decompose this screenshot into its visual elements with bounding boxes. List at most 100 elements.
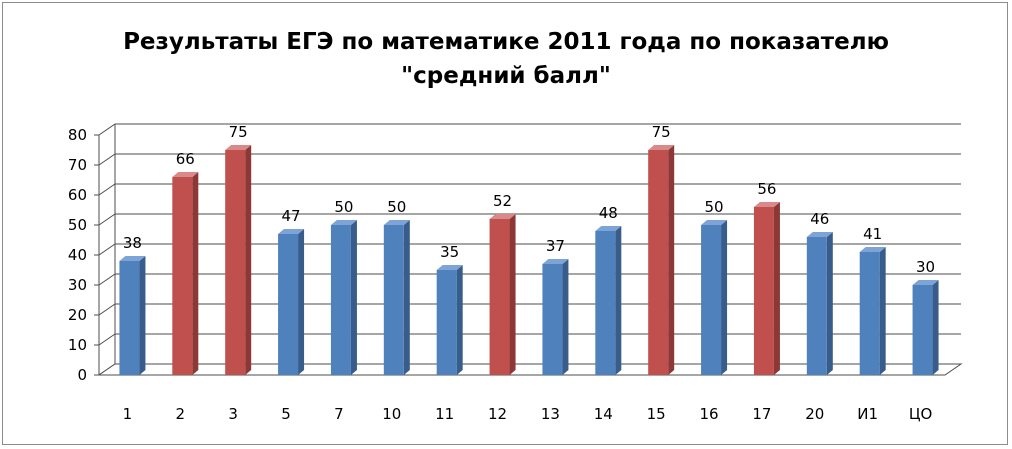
bar bbox=[753, 207, 774, 375]
gridline-side bbox=[98, 153, 116, 166]
bar bbox=[225, 150, 246, 375]
bar-side bbox=[721, 220, 728, 375]
bar-top bbox=[119, 256, 146, 261]
y-tick-label: 0 bbox=[77, 366, 87, 384]
data-label: 47 bbox=[282, 207, 301, 225]
bar bbox=[436, 270, 457, 375]
bar-side bbox=[562, 259, 569, 375]
data-label: 56 bbox=[757, 180, 776, 198]
data-label: 52 bbox=[493, 192, 512, 210]
bar-top bbox=[648, 145, 675, 150]
y-tick-label: 20 bbox=[68, 306, 87, 324]
x-tick-label: 12 bbox=[488, 405, 507, 423]
bar-top bbox=[542, 259, 569, 264]
bar-side bbox=[932, 280, 939, 375]
bar-top bbox=[172, 172, 199, 177]
chart-title: Результаты ЕГЭ по математике 2011 года п… bbox=[123, 29, 889, 89]
y-tick-label: 70 bbox=[68, 156, 87, 174]
bar bbox=[542, 264, 563, 375]
bar-top bbox=[383, 220, 410, 225]
bar-side bbox=[509, 214, 516, 375]
x-tick-label: 16 bbox=[700, 405, 719, 423]
x-tick-label: 5 bbox=[281, 405, 291, 423]
data-label: 30 bbox=[916, 258, 935, 276]
bar-side bbox=[192, 172, 199, 375]
gridline-side bbox=[98, 123, 116, 136]
gridline-side bbox=[98, 273, 116, 286]
x-tick-label: 7 bbox=[334, 405, 344, 423]
y-tick-label: 80 bbox=[68, 126, 87, 144]
bar-side bbox=[773, 202, 780, 375]
x-tick-label: 3 bbox=[228, 405, 238, 423]
data-label: 38 bbox=[123, 234, 142, 252]
bar-side bbox=[826, 232, 833, 375]
bar-side bbox=[615, 226, 622, 375]
bar bbox=[595, 231, 616, 375]
data-label: 75 bbox=[652, 123, 671, 141]
bar-top bbox=[701, 220, 728, 225]
bar-top bbox=[595, 226, 622, 231]
bar-side bbox=[403, 220, 410, 375]
data-label: 66 bbox=[176, 150, 195, 168]
bar-side bbox=[298, 229, 305, 375]
x-tick-label: 11 bbox=[435, 405, 454, 423]
bar bbox=[489, 219, 510, 375]
data-label: 35 bbox=[440, 243, 459, 261]
y-tick-label: 30 bbox=[68, 276, 87, 294]
bar-top bbox=[753, 202, 780, 207]
gridline-side bbox=[98, 333, 116, 346]
y-tick-label: 50 bbox=[68, 216, 87, 234]
data-label: 48 bbox=[599, 204, 618, 222]
x-tick-label: 13 bbox=[541, 405, 560, 423]
x-tick-label: 2 bbox=[176, 405, 186, 423]
bar-side bbox=[245, 145, 252, 375]
data-label: 75 bbox=[229, 123, 248, 141]
x-tick-label: И1 bbox=[857, 405, 878, 423]
data-label: 50 bbox=[705, 198, 724, 216]
gridline-side bbox=[98, 213, 116, 226]
bar-chart-plot: 0 10 20 30 40 50 60 70 80 38 1 66 2 75 3 47 5 50 7 50 10 35 11… bbox=[68, 123, 963, 423]
bar-top bbox=[278, 229, 305, 234]
x-tick-label: 17 bbox=[752, 405, 771, 423]
data-label: 37 bbox=[546, 237, 565, 255]
bar-top bbox=[806, 232, 833, 237]
bar-top bbox=[859, 247, 886, 252]
bar bbox=[859, 252, 880, 375]
bar-side bbox=[456, 265, 463, 375]
bar bbox=[383, 225, 404, 375]
y-tick-label: 40 bbox=[68, 246, 87, 264]
bar bbox=[278, 234, 299, 375]
x-tick-label: 15 bbox=[647, 405, 666, 423]
bar-top bbox=[489, 214, 516, 219]
x-tick-label: 10 bbox=[382, 405, 401, 423]
bar-side bbox=[139, 256, 146, 375]
data-label: 41 bbox=[863, 225, 882, 243]
y-tick-label: 10 bbox=[68, 336, 87, 354]
y-tick-label: 60 bbox=[68, 186, 87, 204]
bar bbox=[330, 225, 351, 375]
data-label: 50 bbox=[387, 198, 406, 216]
bar-side bbox=[879, 247, 886, 375]
x-tick-label: 20 bbox=[805, 405, 824, 423]
bar-top bbox=[330, 220, 357, 225]
bar-side bbox=[668, 145, 675, 375]
data-label: 50 bbox=[334, 198, 353, 216]
bar-top bbox=[912, 280, 939, 285]
gridline-side bbox=[98, 303, 116, 316]
bar-top bbox=[225, 145, 252, 150]
bar-top bbox=[436, 265, 463, 270]
bar bbox=[701, 225, 722, 375]
gridline-side bbox=[98, 183, 116, 196]
x-tick-label: 14 bbox=[594, 405, 613, 423]
bar bbox=[912, 285, 933, 375]
x-tick-label: 1 bbox=[123, 405, 133, 423]
gridline-side bbox=[98, 243, 116, 256]
bar bbox=[806, 237, 827, 375]
bar bbox=[172, 177, 193, 375]
x-tick-label: ЦО bbox=[909, 405, 932, 423]
bar bbox=[119, 261, 140, 375]
bar-side bbox=[350, 220, 357, 375]
data-label: 46 bbox=[810, 210, 829, 228]
bar bbox=[648, 150, 669, 375]
